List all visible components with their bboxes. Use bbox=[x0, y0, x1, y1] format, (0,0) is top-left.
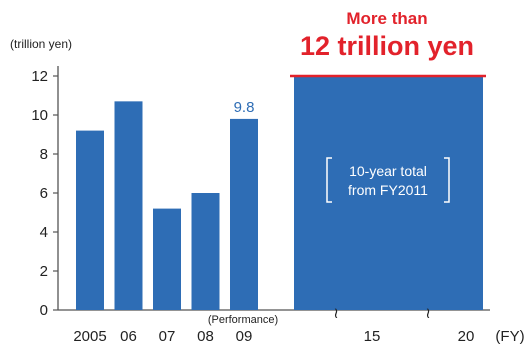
x-axis-unit: (FY) bbox=[495, 328, 524, 345]
inner-bracket-right bbox=[444, 157, 450, 203]
x-axis-labels: 2005 06 07 08 09 bbox=[73, 328, 252, 345]
y-tick-label: 4 bbox=[40, 224, 48, 241]
y-tick-label: 0 bbox=[40, 302, 48, 319]
value-label-09: 9.8 bbox=[234, 99, 255, 116]
bar-07 bbox=[153, 208, 181, 310]
y-tick-label: 8 bbox=[40, 146, 48, 163]
inner-label-line2: from FY2011 bbox=[348, 182, 428, 198]
y-tick-label: 2 bbox=[40, 263, 48, 280]
x-tick-label-08: 08 bbox=[197, 328, 214, 345]
axis-break-mark-2: ≀ bbox=[425, 305, 431, 322]
y-tick-label: 6 bbox=[40, 185, 48, 202]
y-axis-ticks: 0 2 4 6 8 10 12 bbox=[31, 68, 58, 319]
y-axis-title: (trillion yen) bbox=[10, 37, 72, 51]
x-tick-label-20: 20 bbox=[458, 328, 475, 345]
performance-bars bbox=[76, 101, 258, 311]
bar-08 bbox=[191, 193, 220, 310]
plan-bar bbox=[294, 76, 483, 310]
x-tick-label-07: 07 bbox=[159, 328, 176, 345]
inner-bracket-left bbox=[326, 157, 332, 203]
y-tick-label: 10 bbox=[31, 107, 48, 124]
bar-09 bbox=[230, 118, 258, 311]
x-tick-label-09: 09 bbox=[236, 328, 253, 345]
x-tick-label-06: 06 bbox=[120, 328, 137, 345]
x-tick-label-15: 15 bbox=[364, 328, 381, 345]
inner-label-line1: 10-year total bbox=[349, 163, 427, 179]
y-tick-label: 12 bbox=[31, 68, 48, 85]
headline-line1: More than bbox=[346, 9, 427, 28]
bar-06 bbox=[114, 101, 143, 310]
performance-note: (Performance) bbox=[208, 314, 278, 326]
x-tick-label-2005: 2005 bbox=[73, 328, 106, 345]
bar-2005 bbox=[76, 130, 104, 310]
headline-line2: 12 trillion yen bbox=[300, 31, 474, 61]
axis-break-mark-1: ≀ bbox=[333, 305, 339, 322]
